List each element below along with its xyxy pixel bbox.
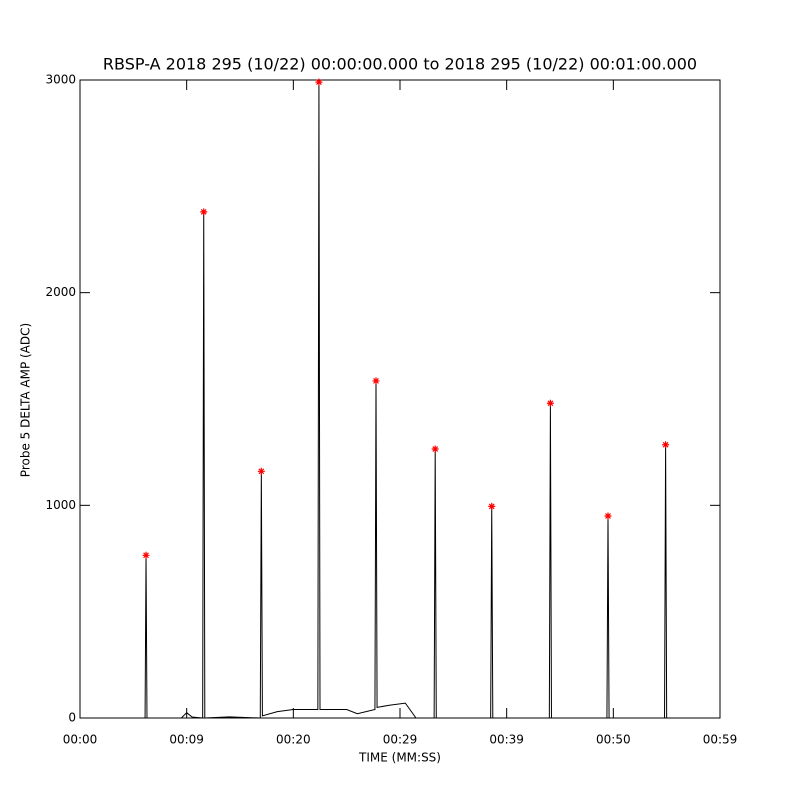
peak-marker	[662, 441, 670, 449]
peak-marker	[488, 502, 496, 510]
x-tick-label: 00:50	[596, 733, 631, 747]
peak-marker	[257, 467, 265, 475]
peak-marker	[142, 551, 150, 559]
y-axis-title: Probe 5 DELTA AMP (ADC)	[19, 323, 33, 477]
peak-marker	[604, 512, 612, 520]
x-tick-label: 00:29	[383, 733, 418, 747]
chart-title: RBSP-A 2018 295 (10/22) 00:00:00.000 to …	[103, 55, 697, 74]
plot-frame	[79, 79, 721, 719]
y-tick-label: 2000	[45, 285, 76, 299]
x-tick-label: 00:20	[276, 733, 311, 747]
peak-marker	[431, 445, 439, 453]
x-tick-label: 00:09	[169, 733, 204, 747]
x-axis-title: TIME (MM:SS)	[358, 751, 441, 765]
y-tick-label: 0	[68, 711, 76, 725]
x-tick-label: 00:39	[489, 733, 524, 747]
signal-line	[80, 82, 710, 719]
x-tick-label: 00:00	[63, 733, 98, 747]
y-tick-label: 3000	[45, 73, 76, 87]
peak-marker	[546, 399, 554, 407]
peak-marker	[372, 377, 380, 385]
x-tick-label: 00:59	[703, 733, 738, 747]
peak-marker	[200, 208, 208, 216]
y-tick-label: 1000	[45, 498, 76, 512]
peak-marker	[315, 78, 323, 86]
